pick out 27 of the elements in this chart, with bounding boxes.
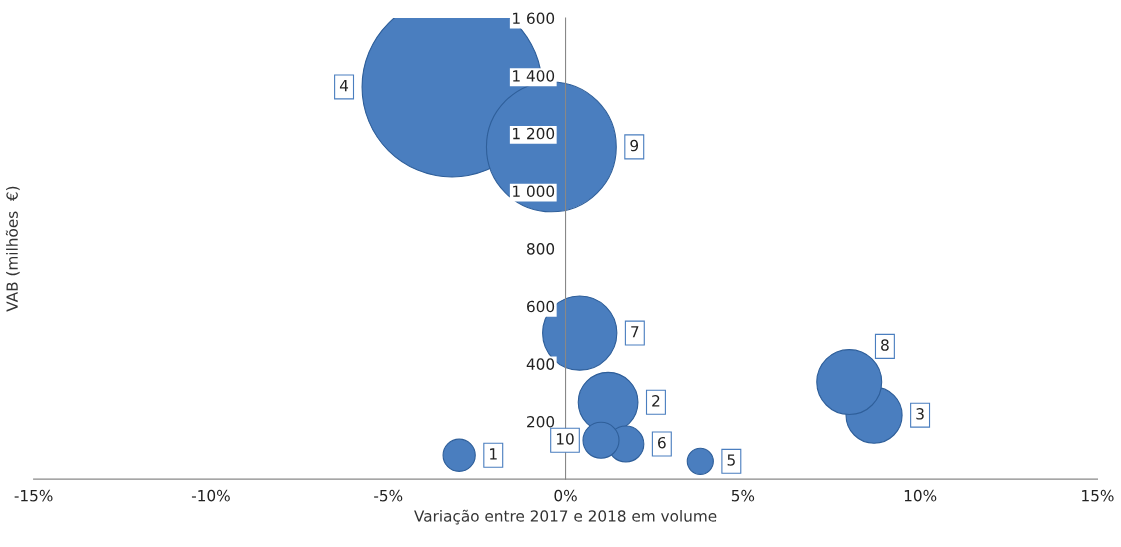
annotation: 7 [631,326,639,338]
x-tick-label: 0% [554,489,577,502]
annotation: 2 [652,395,660,407]
annotation: 1 [490,448,497,460]
annotation: 10 [556,433,574,445]
annotation: 4 [339,80,349,92]
y-tick-label: 200 [527,416,555,428]
x-tick-label: 15% [1082,489,1114,502]
y-tick-label: 1 000 [513,185,555,197]
y-tick-label: 400 [526,358,555,370]
y-axis-title: VAB (milhões €) [5,186,20,312]
x-axis-title: Variação entre 2017 e 2018 em volume [414,509,717,525]
annotation: 5 [727,454,735,466]
x-tick-label: 5% [731,489,755,502]
y-tick-label: 800 [527,243,555,255]
y-tick-label: 1 400 [513,70,555,82]
x-tick-label: -10% [191,489,230,502]
x-tick-label: -5% [374,489,403,502]
annotation: 9 [630,139,639,152]
y-tick-label: 600 [527,300,555,313]
annotation: 3 [916,408,924,420]
x-tick-label: -15% [14,489,53,502]
annotation: 6 [658,436,666,449]
y-tick-label: 1 600 [513,12,555,25]
x-tick-label: 10% [904,489,937,502]
y-tick-label: 1 200 [513,127,555,140]
annotation: 8 [881,339,889,351]
